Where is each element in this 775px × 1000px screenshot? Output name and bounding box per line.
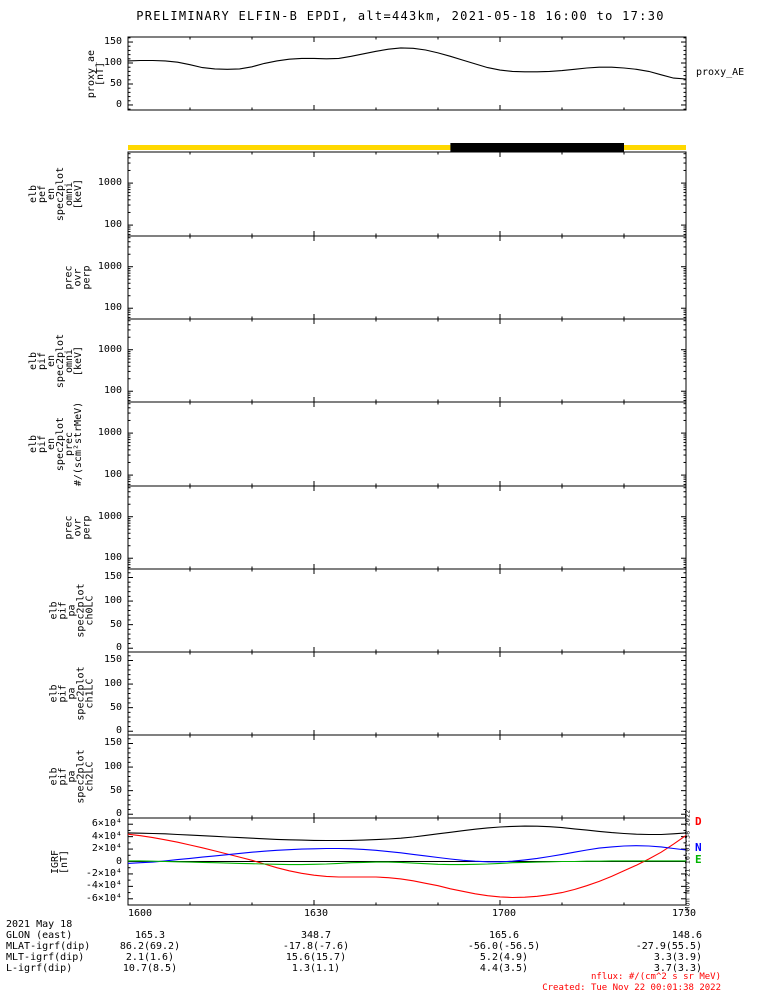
nflux-units-note: nflux: #/(cm^2 s sr MeV) <box>590 972 721 982</box>
series-IGRF-total <box>127 825 687 842</box>
panel-frame-elb-pif-en-spec2plot-omni <box>127 318 687 403</box>
series-N <box>127 845 687 864</box>
panel-frame-elb-pif-pa-spec2plot-ch1LC <box>127 651 687 736</box>
panel-frame-prec-ovr-perp-1 <box>127 235 687 320</box>
proxy-ae-series-label: proxy_AE <box>696 67 745 78</box>
vertical-timestamp: Mon Nov 21 16:01:38 2022 <box>684 809 692 911</box>
created-timestamp: Created: Tue Nov 22 00:01:38 2022 <box>542 983 721 993</box>
strip-segment <box>128 145 451 150</box>
panel-frame-elb-pef-en-spec2plot-omni <box>127 151 687 237</box>
panel-frame-elb-pif-en-spec2plot-prec <box>127 401 687 487</box>
series-D <box>127 833 687 899</box>
plot-title: PRELIMINARY ELFIN-B EPDI, alt=443km, 202… <box>136 9 665 23</box>
panel-frame-elb-pif-pa-spec2plot-ch2LC <box>127 734 687 819</box>
series-E <box>128 860 686 866</box>
panel-frame-proxy-ae <box>127 36 687 111</box>
strip-segment <box>624 145 686 150</box>
series-proxy_AE <box>127 47 687 80</box>
panel-frame-prec-ovr-perp-2 <box>127 485 687 570</box>
vertical-timestamp-wrap: Mon Nov 21 16:01:38 2022 <box>638 809 738 911</box>
panel-frame-elb-pif-pa-spec2plot-ch0LC <box>127 568 687 653</box>
strip-segment <box>450 143 624 152</box>
